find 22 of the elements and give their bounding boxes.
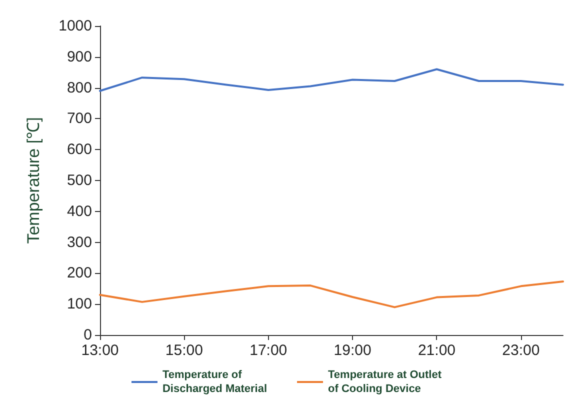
legend-label: Temperature at Outlet of Cooling Device [328, 369, 442, 395]
x-tick-label: 17:00 [250, 342, 288, 359]
x-tick-label: 21:00 [418, 342, 456, 359]
y-tick-label: 800 [66, 79, 92, 96]
y-tick-label: 700 [66, 110, 92, 128]
x-tick-label: 23:00 [502, 342, 540, 359]
y-tick-label: 600 [66, 141, 92, 158]
y-axis-title: Temperature [℃] [24, 117, 43, 244]
y-tick-label: 1000 [58, 18, 92, 34]
y-tick-label: 300 [66, 234, 92, 251]
x-tick-label: 13:00 [81, 342, 119, 359]
x-tick-label: 19:00 [334, 342, 372, 359]
y-tick-label: 400 [66, 202, 92, 220]
y-tick-label: 100 [66, 296, 92, 313]
y-tick-label: 500 [66, 172, 92, 189]
line-series [99, 68, 564, 92]
y-tick-label: 0 [84, 326, 92, 344]
y-tick-label: 200 [66, 264, 92, 282]
line-series [99, 280, 564, 308]
x-tick-label: 15:00 [165, 342, 203, 359]
legend-label: Temperature of Discharged Material [162, 369, 268, 395]
y-tick-label: 900 [66, 48, 92, 66]
